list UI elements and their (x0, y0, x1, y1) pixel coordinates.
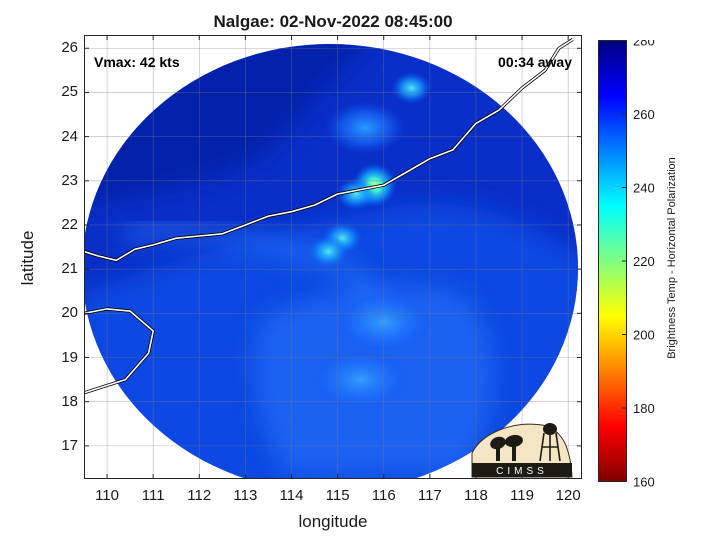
y-tick-label: 20 (61, 304, 78, 322)
y-tick-label: 21 (61, 260, 78, 278)
x-tick-label: 114 (279, 487, 304, 504)
y-tick-label: 18 (61, 392, 78, 410)
y-tick-label: 22 (61, 215, 78, 233)
x-tick-label: 120 (555, 487, 581, 504)
y-tick-label: 25 (61, 83, 78, 101)
x-axis-label: longitude (298, 512, 368, 531)
colorbar-label: Brightness Temp - Horizontal Polarizatio… (666, 157, 678, 359)
y-tick-label: 19 (61, 348, 78, 366)
x-tick-label: 116 (371, 487, 396, 504)
feature-convection-3 (308, 235, 349, 268)
colorbar-tick-label: 260 (633, 107, 655, 122)
feature-convection-1 (336, 178, 377, 211)
plot-area: CIMSS Vmax: 42 kts 00:34 away (84, 35, 582, 479)
vmax-label: Vmax: 42 kts (94, 54, 180, 70)
colorbar-tick-label: 180 (633, 401, 655, 416)
colorbar-tick-label: 240 (633, 181, 655, 196)
coastline-1 (84, 308, 154, 394)
x-tick-label: 115 (325, 487, 350, 504)
y-tick-label: 17 (61, 436, 78, 454)
axis-ticks (84, 35, 582, 479)
y-tick-label: 23 (61, 171, 78, 189)
x-tick-label: 113 (233, 487, 258, 504)
gridlines (84, 35, 582, 479)
x-tick-label: 112 (187, 487, 212, 504)
x-tick-label: 118 (463, 487, 488, 504)
y-axis-label: latitude (18, 230, 37, 286)
x-tick-label: 117 (417, 487, 442, 504)
colorbar-tick-label: 220 (633, 254, 655, 269)
feature-rainband-6 (312, 349, 409, 410)
colorbar: 160 180 200 220 240 260 280 (598, 40, 655, 490)
y-tick-label: 24 (61, 127, 78, 145)
coastline-0 (84, 38, 574, 262)
logo-text: CIMSS (496, 466, 548, 477)
feature-rainband-5 (325, 101, 406, 154)
x-tick-label: 111 (141, 487, 165, 504)
colorbar-tick-label: 160 (633, 475, 655, 490)
x-tick-label: 110 (95, 487, 119, 504)
cimss-logo: CIMSS (471, 423, 573, 478)
y-tick-label: 26 (61, 39, 78, 57)
plot-frame (84, 35, 582, 479)
time-away-label: 00:34 away (498, 54, 572, 70)
swath-area (84, 44, 578, 479)
chart-title: Nalgae: 02-Nov-2022 08:45:00 (213, 12, 453, 31)
colorbar-tick-label: 280 (633, 40, 655, 49)
coastlines (84, 38, 574, 395)
feature-rainband-4 (391, 72, 432, 105)
x-tick-label: 119 (510, 487, 534, 504)
colorbar-gradient (598, 40, 627, 482)
colorbar-tick-label: 200 (633, 328, 655, 343)
